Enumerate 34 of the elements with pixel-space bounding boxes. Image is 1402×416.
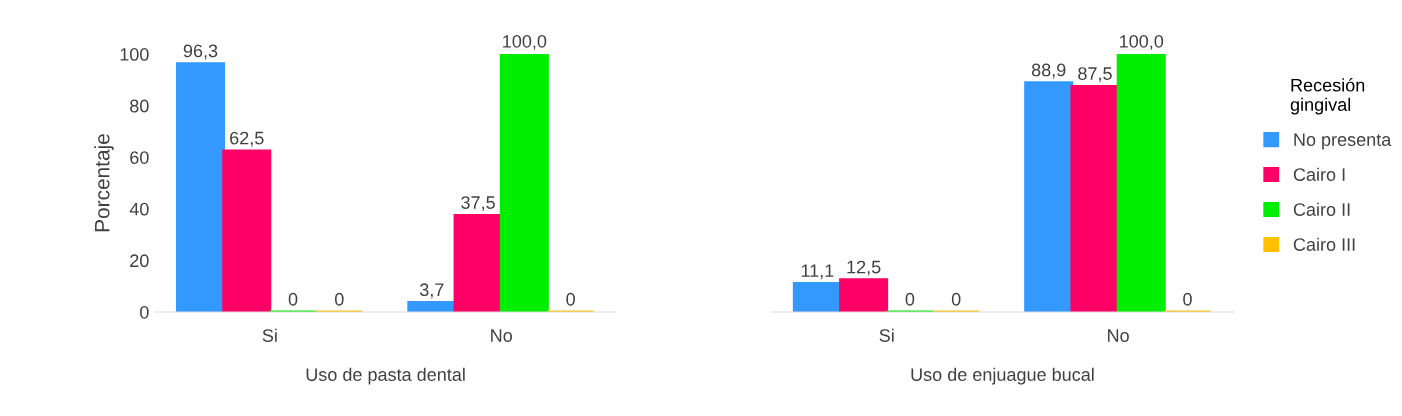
data-label: 0 [566, 292, 575, 306]
x-tick-label: No [491, 329, 512, 342]
data-label: 100,0 [503, 34, 547, 50]
data-label: 62,5 [230, 131, 264, 147]
data-label: 100,0 [1120, 34, 1164, 50]
y-axis-title: Porcentaje [94, 134, 114, 232]
data-label: 0 [951, 292, 961, 306]
y-tick-label: 40 [129, 202, 149, 216]
legend-label: Cairo II [1293, 202, 1350, 216]
y-tick-label: 60 [130, 151, 149, 164]
x-tick-label: Si [262, 328, 277, 342]
data-label: 0 [334, 292, 344, 306]
data-label: 11,1 [801, 264, 834, 280]
y-tick-label: 20 [130, 254, 149, 268]
y-tick-label: 100 [120, 48, 149, 61]
x-axis-title: Uso de pasta dental [306, 367, 465, 385]
data-label: 88,9 [1031, 63, 1066, 79]
legend-label: No presenta [1294, 133, 1392, 150]
legend-label: Cairo III [1293, 237, 1355, 251]
data-label: 96,3 [183, 44, 218, 60]
data-label: 0 [1183, 292, 1192, 306]
legend-title: Recesión gingival [1290, 78, 1365, 115]
y-tick-label: 0 [140, 305, 149, 319]
legend-label: Cairo I [1293, 167, 1345, 181]
data-label: 12,5 [847, 260, 881, 276]
data-label: 3,7 [419, 283, 444, 299]
data-label: 87,5 [1078, 67, 1112, 83]
x-axis-title: Uso de enjuague bucal [911, 367, 1094, 385]
y-tick-label: 80 [130, 99, 149, 113]
x-tick-label: No [1108, 329, 1129, 342]
data-label: 37,5 [461, 196, 495, 212]
data-label: 0 [905, 292, 915, 306]
x-tick-label: Si [879, 328, 894, 342]
data-label: 0 [288, 292, 298, 306]
